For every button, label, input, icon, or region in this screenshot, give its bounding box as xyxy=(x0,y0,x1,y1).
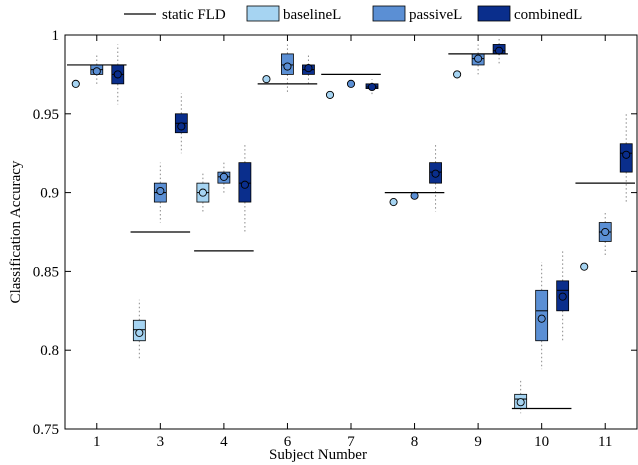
mean-marker xyxy=(453,70,462,79)
x-tick-label: 8 xyxy=(411,434,419,450)
legend-swatch-combinedl xyxy=(477,5,511,22)
legend-swatch-passivel xyxy=(372,5,406,22)
mean-marker xyxy=(537,314,546,323)
x-tick-label: 4 xyxy=(220,434,228,450)
x-tick-label: 9 xyxy=(474,434,482,450)
mean-marker xyxy=(71,79,80,88)
mean-marker xyxy=(346,79,356,88)
mean-marker xyxy=(325,90,335,99)
mean-marker xyxy=(156,186,165,196)
y-tick-labels: 0.75 0.8 0.85 0.9 0.95 1 xyxy=(33,28,59,438)
mean-marker xyxy=(516,398,525,407)
y-tick-label: 0.85 xyxy=(33,264,59,280)
legend-label-baselinel: baselineL xyxy=(283,7,341,23)
y-tick-label: 0.8 xyxy=(40,343,59,359)
y-tick-label: 1 xyxy=(52,28,60,44)
box-series xyxy=(71,38,633,414)
mean-marker xyxy=(601,227,610,237)
x-tick-label: 6 xyxy=(284,434,292,450)
mean-marker xyxy=(580,262,589,271)
x-axis-label: Subject Number xyxy=(269,447,367,463)
legend-label-combinedl: combinedL xyxy=(514,7,582,23)
mean-marker xyxy=(495,46,504,55)
mean-marker xyxy=(219,172,228,181)
mean-marker xyxy=(389,198,398,207)
mean-marker xyxy=(474,54,483,63)
mean-marker xyxy=(135,328,144,337)
mean-marker xyxy=(262,75,271,84)
x-tick-label: 3 xyxy=(157,434,165,450)
y-tick-label: 0.95 xyxy=(33,107,59,123)
mean-marker xyxy=(622,150,631,159)
x-tick-label: 1 xyxy=(93,434,101,450)
static-fld-lines xyxy=(67,53,635,410)
mean-marker xyxy=(410,191,419,200)
y-axis-label: Classification Accuracy xyxy=(8,160,24,303)
mean-marker xyxy=(92,67,101,76)
y-tick-label: 0.9 xyxy=(40,186,59,202)
x-tick-label: 10 xyxy=(534,434,549,450)
mean-marker xyxy=(558,292,567,301)
mean-marker xyxy=(431,169,440,178)
mean-marker xyxy=(367,82,377,92)
legend-label-static-fld: static FLD xyxy=(162,7,226,23)
mean-marker xyxy=(304,64,313,73)
legend: static FLD baselineL passiveL combinedL xyxy=(124,5,582,23)
mean-marker xyxy=(113,70,122,79)
mean-marker xyxy=(240,180,249,189)
mean-marker xyxy=(177,122,186,131)
y-tick-label: 0.75 xyxy=(33,422,59,438)
legend-label-passivel: passiveL xyxy=(409,7,462,23)
legend-swatch-baselinel xyxy=(246,5,280,22)
mean-marker xyxy=(198,188,207,197)
x-tick-label: 7 xyxy=(347,434,355,450)
mean-marker xyxy=(283,62,292,71)
x-tick-label: 11 xyxy=(598,434,612,450)
plot-frame xyxy=(64,34,638,430)
x-tick-labels: 1 3 4 6 7 8 9 10 11 xyxy=(93,434,612,450)
